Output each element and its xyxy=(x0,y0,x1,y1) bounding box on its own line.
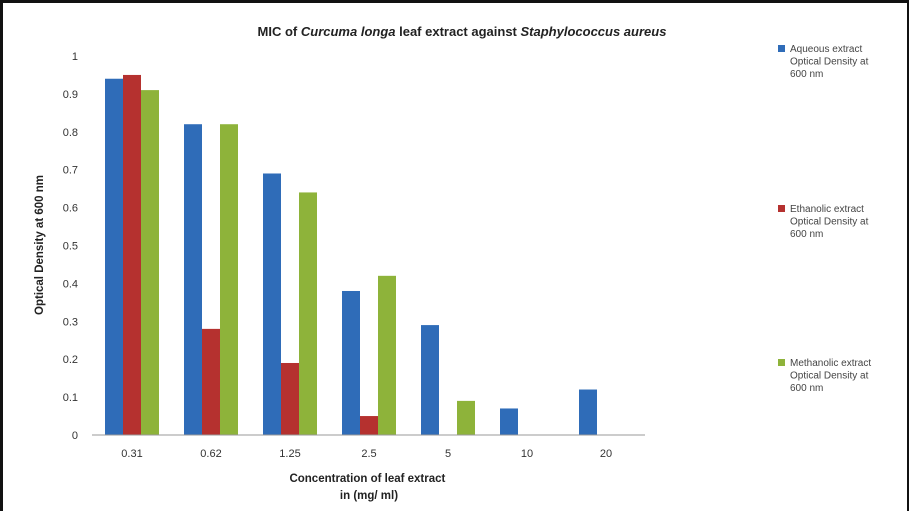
bar-series-1-0.31 xyxy=(105,78,123,436)
legend-label: Optical Density at xyxy=(790,217,869,228)
y-tick-label: 1 xyxy=(72,51,78,63)
x-axis-ticks: 0.31 0.62 1.25 2.5 5 10 20 xyxy=(121,448,612,460)
y-tick-label: 0.9 xyxy=(63,89,78,101)
chart-title-prefix: MIC of xyxy=(258,24,301,39)
legend-label: 600 nm xyxy=(790,229,823,240)
legend-label: Optical Density at xyxy=(790,57,869,68)
legend-label: Aqueous extract xyxy=(790,44,862,55)
legend-swatch xyxy=(778,205,785,212)
bar-series-1-20 xyxy=(579,389,597,435)
x-tick-label: 2.5 xyxy=(361,448,376,460)
x-tick-label: 20 xyxy=(600,448,612,460)
y-tick-label: 0.3 xyxy=(63,316,78,328)
legend-label: Methanolic extract xyxy=(790,358,871,369)
bar-series-2-0.31 xyxy=(123,74,141,435)
bar-series-3-0.62 xyxy=(220,124,238,435)
x-axis-title-line-1: Concentration of leaf extract xyxy=(289,473,445,485)
chart-title-italic-genus: Curcuma longa xyxy=(301,24,396,39)
chart-title-italic-species: Staphylococcus aureus xyxy=(521,24,667,39)
bar-series-3-2.5 xyxy=(378,275,396,435)
y-axis-ticks: 0 0.1 0.2 0.3 0.4 0.5 0.6 0.7 0.8 0.9 1 xyxy=(63,51,78,442)
bar-series-3-1.25 xyxy=(299,192,317,435)
bar-series-1-10 xyxy=(500,408,518,435)
bar-series-3-0.31 xyxy=(141,90,159,436)
chart-title: MIC of Curcuma longa leaf extract agains… xyxy=(258,24,667,39)
bar-series-1-5 xyxy=(421,325,439,435)
bar-series-1-2.5 xyxy=(342,290,360,435)
bar-series-2-1.25 xyxy=(281,362,299,435)
y-tick-label: 0.5 xyxy=(63,241,78,253)
x-axis-title: Concentration of leaf extract in (mg/ ml… xyxy=(289,473,448,502)
bar-series-1-0.62 xyxy=(184,124,202,435)
y-tick-label: 0.8 xyxy=(63,127,78,139)
bar-series-3-5 xyxy=(457,400,475,435)
bar-series-1-1.25 xyxy=(263,173,281,436)
bars xyxy=(105,74,597,436)
x-tick-label: 10 xyxy=(521,448,533,460)
y-tick-label: 0.4 xyxy=(63,278,78,290)
bar-series-2-2.5 xyxy=(360,416,378,435)
x-tick-label: 0.31 xyxy=(121,448,142,460)
x-tick-label: 5 xyxy=(445,448,451,460)
y-tick-label: 0.2 xyxy=(63,354,78,366)
legend-swatch xyxy=(778,45,785,52)
y-tick-label: 0.1 xyxy=(63,392,78,404)
legend-label: 600 nm xyxy=(790,69,823,80)
y-tick-label: 0.6 xyxy=(63,203,78,215)
y-tick-label: 0.7 xyxy=(63,165,78,177)
legend-label: Ethanolic extract xyxy=(790,204,864,215)
chart-title-middle: leaf extract against xyxy=(396,24,521,39)
x-tick-label: 1.25 xyxy=(279,448,300,460)
y-tick-label: 0 xyxy=(72,430,78,442)
legend-label: Optical Density at xyxy=(790,371,869,382)
x-axis-title-line-2: in (mg/ ml) xyxy=(340,490,398,502)
y-axis-title: Optical Density at 600 nm xyxy=(34,175,46,315)
bar-series-2-0.62 xyxy=(202,328,220,435)
x-tick-label: 0.62 xyxy=(200,448,221,460)
legend-label: 600 nm xyxy=(790,383,823,394)
legend-swatch xyxy=(778,359,785,366)
